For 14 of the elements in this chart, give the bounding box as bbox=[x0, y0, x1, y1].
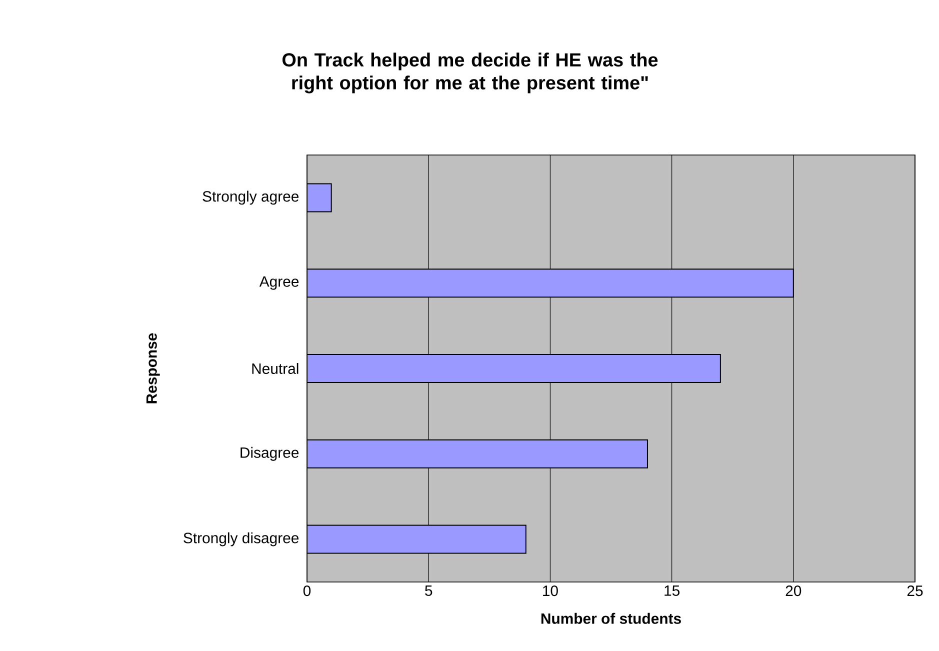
y-tick-label: Neutral bbox=[252, 363, 298, 374]
x-tick-label: 15 bbox=[664, 586, 680, 596]
x-tick-label: 10 bbox=[543, 586, 558, 596]
x-tick-label: 0 bbox=[303, 586, 311, 596]
chart-title: On Track helped me decide if HE was the right option for me at the present time" bbox=[282, 52, 658, 94]
y-axis-title: Response bbox=[146, 333, 160, 404]
y-tick-label: Disagree bbox=[240, 446, 299, 461]
x-tick-label: 25 bbox=[907, 586, 923, 596]
x-tick-label: 5 bbox=[425, 586, 432, 596]
x-axis-title: Number of students bbox=[541, 612, 681, 624]
y-tick-label: Agree bbox=[259, 276, 299, 290]
y-tick-label: Strongly agree bbox=[202, 190, 299, 205]
y-tick-label: Strongly disagree bbox=[184, 532, 299, 546]
x-tick-label: 20 bbox=[786, 586, 802, 596]
